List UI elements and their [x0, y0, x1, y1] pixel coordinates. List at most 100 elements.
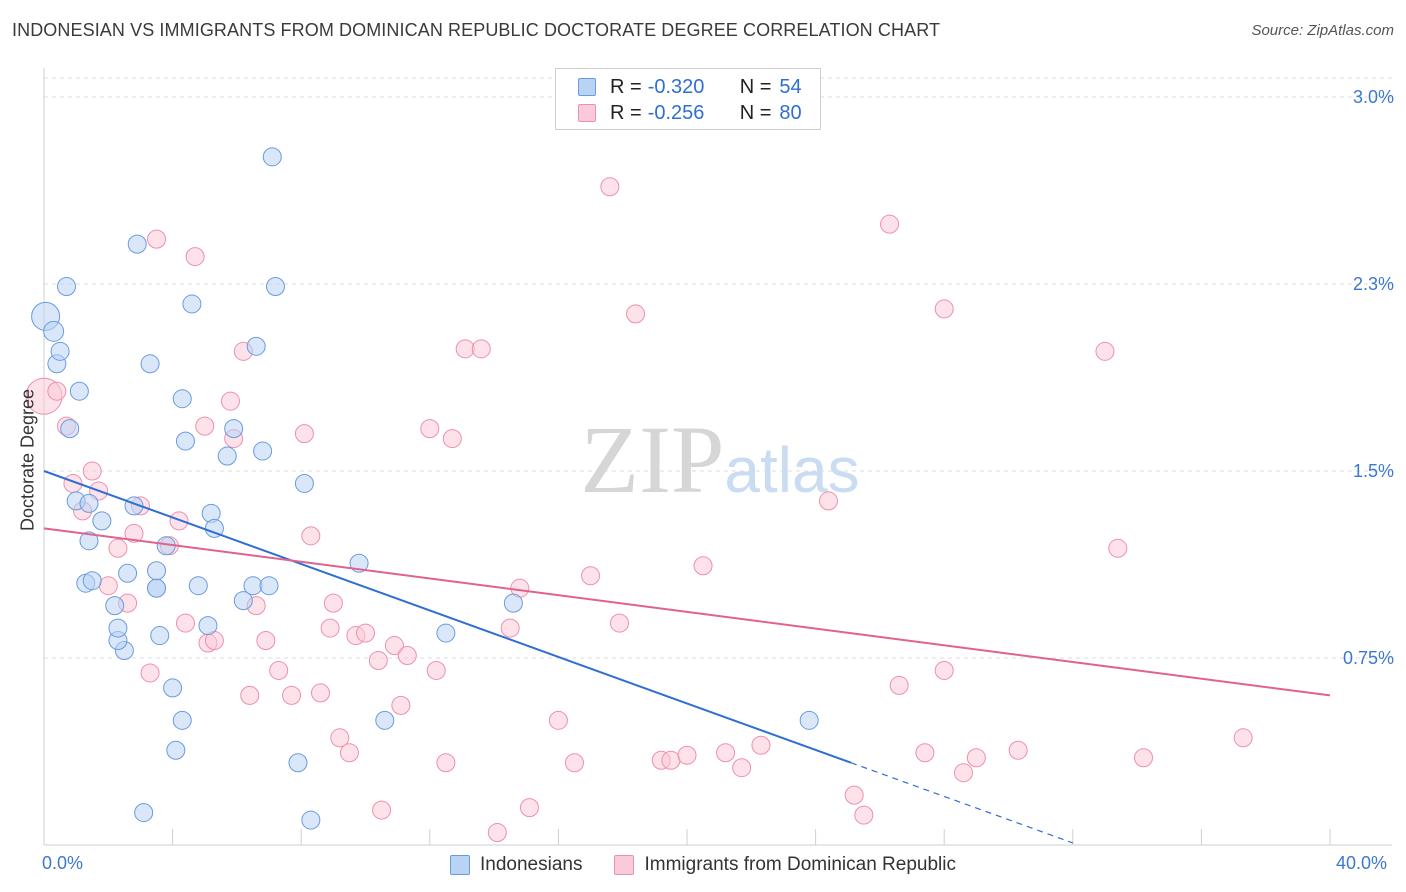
dominican-point [934, 299, 954, 319]
dominican-point [915, 743, 935, 763]
indonesians-point [79, 493, 99, 513]
indonesians-point [79, 531, 99, 551]
dominican-point [564, 753, 584, 773]
dominican-point [195, 416, 215, 436]
dominican-point [47, 381, 67, 401]
indonesians-point [92, 511, 112, 531]
indonesians-point [172, 710, 192, 730]
y-tick-label: 0.75% [1342, 648, 1394, 668]
indonesians-point [182, 294, 202, 314]
indonesians-point [105, 596, 125, 616]
dominican-point [600, 177, 620, 197]
dominican-point [677, 745, 697, 765]
dominican-point [471, 339, 491, 359]
indonesians-point [140, 354, 160, 374]
x-tick-label-max: 40.0% [1336, 853, 1388, 873]
indonesians-point [147, 578, 167, 598]
dominican-point [693, 556, 713, 576]
indonesians-point [243, 576, 263, 596]
legend-r-label: R = [610, 101, 642, 124]
dominican-point [339, 743, 359, 763]
dominican-point [889, 675, 909, 695]
dominican-point [108, 538, 128, 558]
dominican-point [256, 631, 276, 651]
indonesians-point [69, 381, 89, 401]
legend-item-dominican[interactable]: Immigrants from Dominican Republic [614, 854, 956, 876]
dominican-point [269, 660, 289, 680]
dominican-point [147, 229, 167, 249]
trend-lines [43, 470, 1331, 844]
dominican-point [330, 728, 350, 748]
dominican-point [934, 660, 954, 680]
dominican-point [519, 798, 539, 818]
dominican-point [368, 650, 388, 670]
indonesians-point [246, 336, 266, 356]
dominican-point [240, 685, 260, 705]
dominican-point [500, 618, 520, 638]
indonesians-point [799, 710, 819, 730]
indonesians-point [134, 803, 154, 823]
dominican-point [732, 758, 752, 778]
dominican-point [1095, 341, 1115, 361]
indonesians-point [57, 276, 77, 296]
dominican-point [487, 823, 507, 843]
stats-legend: R = -0.320 N = 54 R = -0.256 N = 80 [555, 68, 821, 130]
watermark: ZIPatlas [580, 406, 859, 513]
legend-swatch-blue [450, 855, 471, 875]
y-tick-label: 3.0% [1352, 87, 1394, 107]
watermark-atlas: atlas [724, 434, 859, 506]
dominican-point [609, 613, 629, 633]
indonesians-point [198, 616, 218, 636]
dominican-point [442, 429, 462, 449]
dominican-point [391, 695, 411, 715]
indonesians-point [436, 623, 456, 643]
dominican-point [966, 748, 986, 768]
dominican-point [751, 735, 771, 755]
indonesians-point [43, 320, 65, 342]
legend-row-indonesians: R = -0.320 N = 54 [578, 74, 802, 100]
dominican-point [455, 339, 475, 359]
dominican-trend-line [43, 527, 1331, 697]
dominican-point [185, 247, 205, 267]
indonesians-point [288, 753, 308, 773]
dominican-point [98, 576, 118, 596]
dominican-point [384, 636, 404, 656]
dominican-point [301, 526, 321, 546]
indonesians-point [224, 419, 244, 439]
dominican-point [436, 753, 456, 773]
legend-n-value: 80 [779, 101, 802, 124]
indonesians-point [127, 234, 147, 254]
indonesians-point [294, 473, 314, 493]
legend-n-label: N = [739, 75, 772, 98]
series-dominican-points [25, 177, 1253, 843]
indonesians-point [265, 276, 285, 296]
chart-title: INDONESIAN VS IMMIGRANTS FROM DOMINICAN … [12, 20, 941, 40]
legend-label-dominican: Immigrants from Dominican Republic [644, 854, 956, 875]
indonesians-point [163, 678, 183, 698]
legend-r-value: -0.320 [647, 75, 705, 98]
indonesians-point [301, 810, 321, 830]
axes [43, 68, 1392, 846]
indonesians-trend-line [43, 470, 852, 764]
x-tick-label-min: 0.0% [42, 853, 84, 873]
series-legend: Indonesians Immigrants from Dominican Re… [0, 852, 1406, 878]
indonesians-point [166, 740, 186, 760]
indonesians-point [262, 147, 282, 167]
dominican-point [1233, 728, 1253, 748]
dominican-point [310, 683, 330, 703]
legend-swatch-blue [578, 78, 596, 96]
dominican-point [1134, 748, 1154, 768]
dominican-point [372, 800, 392, 820]
dominican-point [356, 623, 375, 643]
dominican-point [854, 805, 874, 825]
dominican-point [626, 304, 646, 324]
legend-n-label: N = [739, 101, 772, 124]
legend-item-indonesians[interactable]: Indonesians [450, 854, 582, 876]
indonesians-point [172, 389, 192, 409]
y-tick-label: 1.5% [1352, 461, 1394, 481]
dominican-point [426, 660, 446, 680]
dominican-point [82, 461, 102, 481]
indonesians-point [82, 571, 102, 591]
dominican-point [175, 613, 195, 633]
